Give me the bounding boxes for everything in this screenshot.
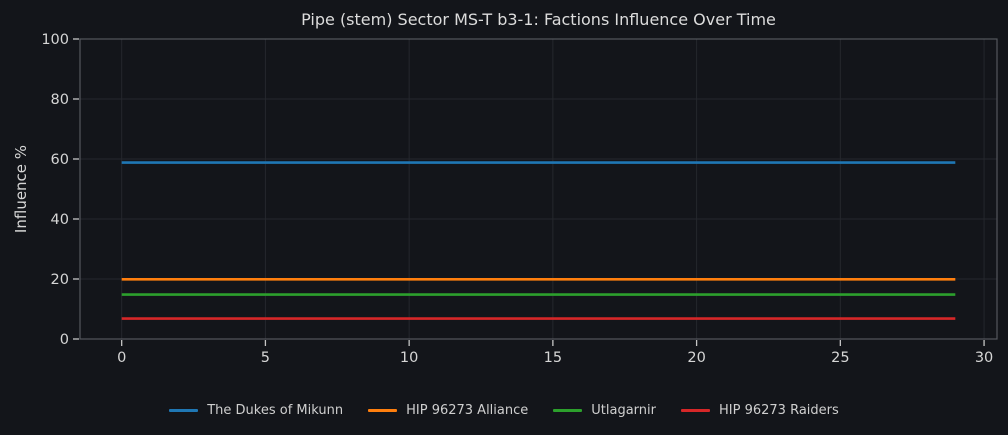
legend-label: The Dukes of Mikunn: [207, 402, 344, 418]
legend-item: Utlagarnir: [553, 403, 656, 418]
y-tick-label: 20: [51, 272, 69, 288]
x-tick-label: 5: [261, 350, 270, 366]
y-tick-label: 60: [51, 152, 69, 168]
chart-title: Pipe (stem) Sector MS-T b3-1: Factions I…: [301, 10, 776, 29]
y-tick-label: 100: [41, 32, 69, 48]
legend-label: HIP 96273 Raiders: [719, 402, 839, 418]
legend-item: The Dukes of Mikunn: [169, 403, 343, 418]
plot-border: [79, 38, 998, 340]
y-tick-label: 0: [60, 332, 69, 348]
x-tick-label: 0: [117, 350, 126, 366]
x-tick-label: 10: [400, 350, 418, 366]
legend-item: HIP 96273 Raiders: [681, 403, 839, 418]
x-tick-label: 15: [544, 350, 562, 366]
legend: The Dukes of Mikunn HIP 96273 Alliance Utl…: [0, 401, 1008, 419]
x-tick-label: 30: [975, 350, 993, 366]
legend-swatch: [169, 408, 199, 412]
y-tick-label: 40: [51, 212, 69, 228]
legend-swatch: [368, 408, 398, 412]
legend-item: HIP 96273 Alliance: [368, 403, 528, 418]
legend-swatch: [681, 408, 710, 412]
legend-label: Utlagarnir: [591, 402, 656, 418]
legend-label: HIP 96273 Alliance: [406, 402, 529, 418]
y-tick-label: 80: [51, 92, 69, 108]
legend-swatch: [553, 408, 583, 412]
x-tick-label: 25: [831, 350, 849, 366]
x-tick-label: 20: [687, 350, 705, 366]
